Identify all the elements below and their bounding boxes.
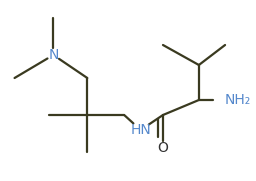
Text: NH₂: NH₂: [225, 93, 251, 107]
Text: HN: HN: [130, 123, 151, 137]
Text: N: N: [48, 48, 59, 62]
Text: O: O: [157, 141, 168, 155]
